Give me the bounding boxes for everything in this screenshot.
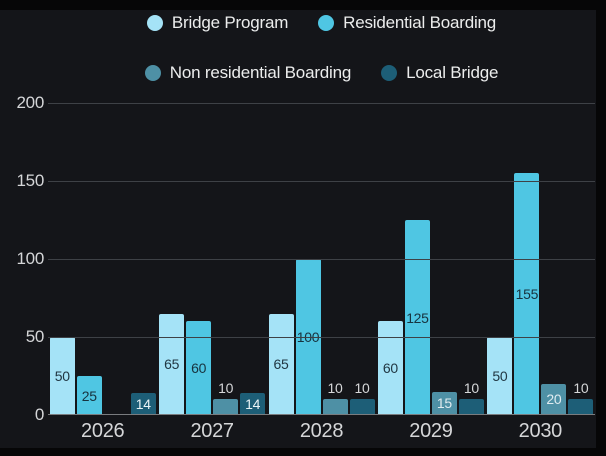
bar-value-label: 14 — [135, 396, 151, 413]
chart-legend: Bridge Program Residential Boarding Non re… — [48, 10, 595, 83]
bar-value-label: 65 — [273, 356, 289, 373]
legend-row: Bridge Program Residential Boarding — [146, 13, 496, 33]
bar-bridge-program-2026[interactable]: 50 — [49, 337, 75, 415]
bar-residential-boarding-2029[interactable]: 125 — [404, 220, 430, 415]
legend-label: Non residential Boarding — [169, 63, 352, 82]
bar-non-residential-boarding-2028[interactable]: 10 — [322, 380, 348, 415]
y-tick-label: 200 — [16, 93, 45, 112]
legend-item-bridge-program[interactable]: Bridge Program — [146, 13, 289, 33]
bar-value-label: 10 — [218, 380, 234, 397]
x-tick-label-2027: 2027 — [190, 420, 234, 442]
bar-value-label: 60 — [382, 360, 398, 377]
bar-value-label: 10 — [354, 380, 370, 397]
bar-bridge-program-2029[interactable]: 60 — [377, 321, 403, 415]
legend-label: Bridge Program — [171, 13, 289, 32]
gridline-200 — [48, 102, 595, 104]
bar-value-label: 65 — [164, 356, 180, 373]
legend-dot-icon — [144, 65, 161, 81]
gridline-100 — [48, 258, 595, 260]
bar-value-label: 60 — [191, 360, 207, 377]
bar-non-residential-boarding-2027[interactable]: 10 — [213, 380, 239, 415]
y-tick-label: 0 — [34, 405, 44, 424]
x-tick-label-2028: 2028 — [299, 420, 344, 442]
bar-group-2026: 50 25 14 — [48, 103, 157, 415]
bar-bridge-program-2030[interactable]: 50 — [487, 337, 513, 415]
bar-local-bridge-2030[interactable]: 10 — [568, 380, 594, 415]
plot-area: 50 25 14 65 60 10 14 65 100 10 10 60 125 15 10 50 155 20 1… — [48, 102, 595, 415]
gridline-50 — [48, 336, 595, 338]
bar-local-bridge-2026[interactable]: 14 — [130, 393, 156, 415]
x-tick-label-2029: 2029 — [409, 420, 453, 442]
x-tick-label-2026: 2026 — [81, 420, 125, 442]
bar-residential-boarding-2026[interactable]: 25 — [76, 376, 102, 415]
legend-label: Residential Boarding — [343, 13, 497, 32]
legend-dot-icon — [146, 15, 163, 31]
bar-value-label: 125 — [406, 309, 429, 326]
legend-item-non-residential-boarding[interactable]: Non residential Boarding — [144, 63, 352, 83]
bar-value-label: 50 — [492, 368, 508, 384]
bar-value-label: 20 — [546, 391, 562, 408]
bar-local-bridge-2029[interactable]: 10 — [458, 380, 484, 415]
bar-residential-boarding-2027[interactable]: 60 — [186, 321, 212, 415]
bar-value-label: 155 — [515, 286, 539, 303]
bar-non-residential-boarding-2029[interactable]: 15 — [431, 391, 457, 415]
gridline-0 — [48, 414, 595, 415]
bar-value-label: 15 — [436, 395, 452, 412]
legend-row: Non residential Boarding Local Bridge — [144, 63, 498, 83]
bar-group-2030: 50 155 20 10 — [486, 103, 595, 415]
bar-bridge-program-2027[interactable]: 65 — [159, 313, 185, 415]
legend-item-local-bridge[interactable]: Local Bridge — [381, 63, 498, 83]
chart-panel: Bridge Program Residential Boarding Non re… — [0, 10, 596, 448]
x-axis-labels: 2026 2027 2028 2029 2030 — [48, 420, 595, 448]
legend-label: Local Bridge — [406, 63, 499, 82]
bar-value-label: 10 — [327, 380, 343, 397]
bar-local-bridge-2027[interactable]: 14 — [240, 393, 266, 415]
x-tick-label-2030: 2030 — [518, 420, 563, 442]
gridline-150 — [48, 180, 595, 182]
bar-value-label: 50 — [54, 368, 70, 384]
bar-value-label: 10 — [573, 380, 589, 397]
bar-non-residential-boarding-2030[interactable]: 20 — [541, 383, 567, 415]
legend-dot-icon — [381, 65, 398, 81]
legend-item-residential-boarding[interactable]: Residential Boarding — [318, 13, 496, 33]
bar-local-bridge-2028[interactable]: 10 — [349, 380, 375, 415]
bar-residential-boarding-2030[interactable]: 155 — [514, 173, 540, 415]
y-tick-label: 50 — [25, 327, 45, 346]
legend-dot-icon — [318, 15, 335, 31]
y-tick-label: 150 — [16, 171, 45, 190]
bar-value-label: 25 — [81, 387, 97, 404]
bar-bridge-program-2028[interactable]: 65 — [268, 313, 294, 415]
bar-value-label: 10 — [463, 380, 479, 397]
y-tick-label: 100 — [16, 249, 45, 268]
bar-value-label: 14 — [245, 396, 261, 413]
